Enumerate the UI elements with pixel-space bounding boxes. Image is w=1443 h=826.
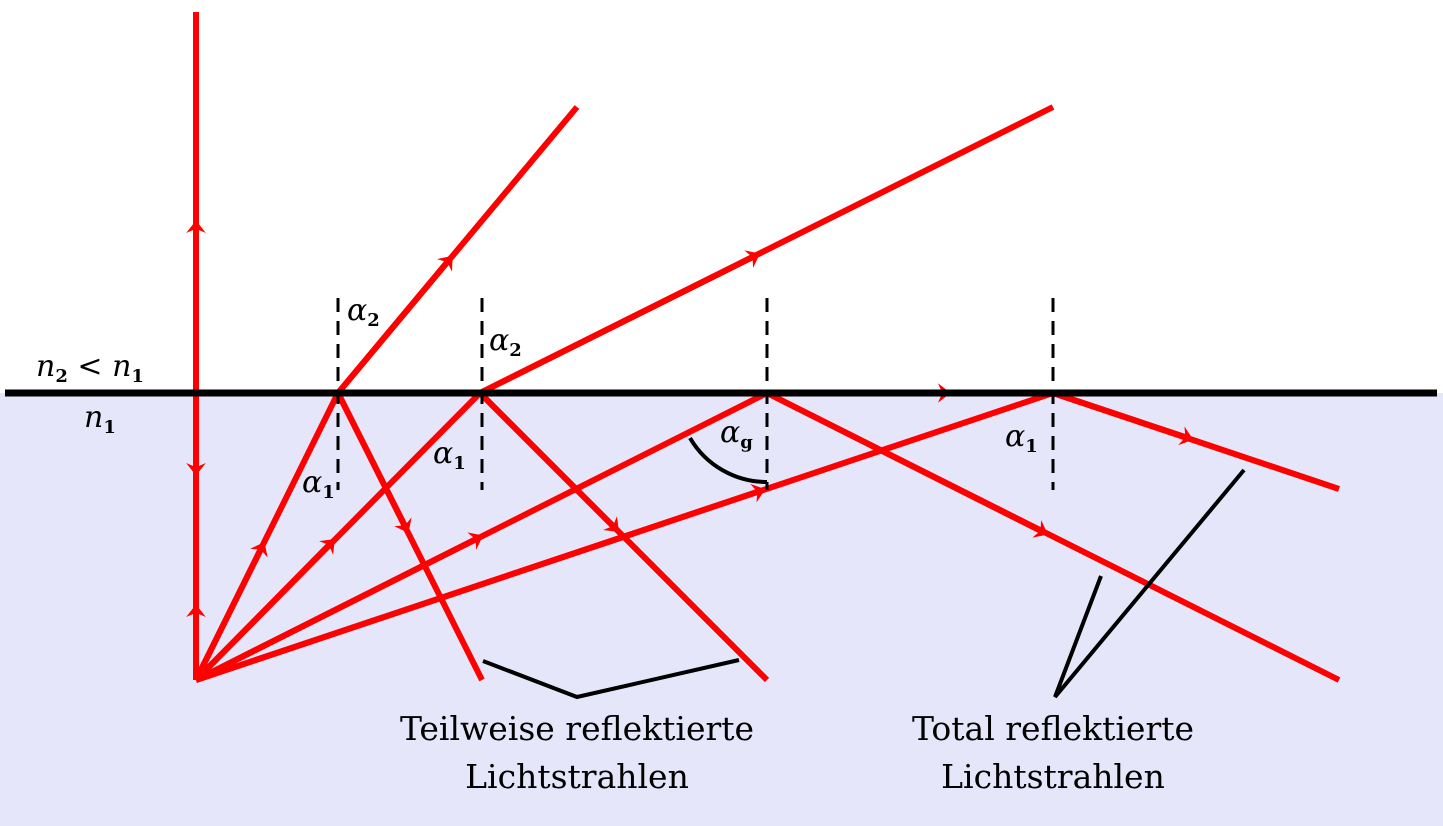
arrow-ray-1-reflected [335, 391, 412, 534]
arrow-ray-critical-incident [194, 532, 484, 683]
angle-alpha1-total: α1 [1005, 419, 1038, 457]
upper-medium-label: n2 < n1 [36, 349, 144, 387]
angle-alpha1-first: α1 [302, 465, 335, 503]
arrow-ray-1-incident [193, 541, 268, 682]
lower-medium-label: n1 [84, 400, 116, 438]
angle-alpha1-second: α1 [433, 436, 466, 474]
arrow-ray-critical-reflected [765, 390, 1049, 538]
angle-alpha-critical: αg [720, 415, 753, 453]
angle-alpha2-second: α2 [489, 323, 522, 361]
dense-medium-region [0, 393, 1443, 826]
caption-total-line2: Lichtstrahlen [941, 757, 1165, 796]
arrow-ray-total-reflected [1052, 390, 1194, 446]
arrow-ray-1-refracted [335, 255, 453, 395]
critical-angle-arc [688, 436, 768, 485]
caption-partial-line2: Lichtstrahlen [465, 757, 689, 796]
arrow-ray-total-incident [195, 483, 766, 683]
angle-alpha2-first: α2 [347, 293, 380, 331]
total-reflection-pointer [1053, 468, 1246, 699]
arrow-ray-2-incident [193, 539, 335, 683]
light-rays [186, 12, 1341, 683]
partial-reflection-bracket [482, 658, 740, 700]
caption-total-line1: Total reflektierte [912, 709, 1194, 748]
normals [336, 298, 1055, 490]
arrow-ray-2-refracted [478, 250, 761, 396]
caption-partial-line1: Teilweise reflektierte [400, 709, 754, 748]
arrow-ray-2-reflected [477, 390, 619, 532]
